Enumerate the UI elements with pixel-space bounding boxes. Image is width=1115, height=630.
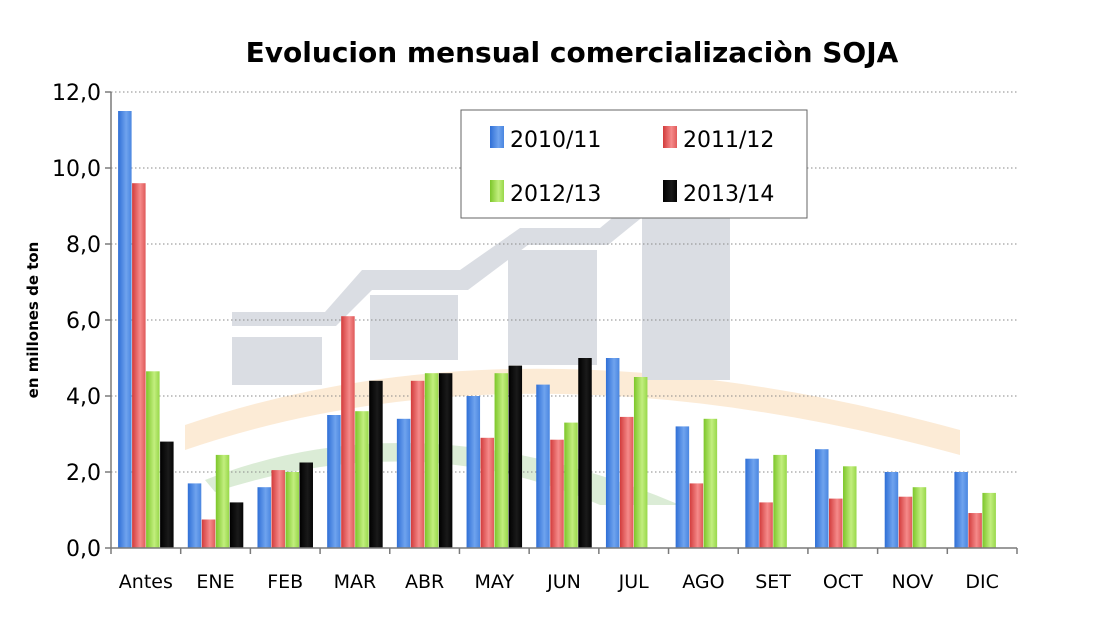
bar-2011-12-ene [201, 519, 216, 548]
bar-2010-11-may [466, 396, 481, 548]
bar-2013-14-may [508, 365, 523, 548]
y-axis-label: en millones de ton [24, 242, 42, 399]
bar-2010-11-oct [815, 449, 829, 548]
x-tick-label: AGO [682, 571, 724, 593]
y-tick-label: 12,0 [52, 81, 101, 106]
bar-2012-13-oct [843, 466, 857, 548]
bar-2010-11-dic [954, 472, 968, 548]
bar-2012-13-feb [285, 472, 299, 548]
y-tick-label: 2,0 [66, 461, 101, 486]
bar-2012-13-dic [982, 492, 996, 548]
bar-2011-12-antes [132, 183, 146, 548]
bar-2010-11-abr [396, 418, 411, 548]
bar-2012-13-jun [564, 422, 578, 548]
legend-swatch [490, 180, 504, 202]
y-tick-label: 0,0 [66, 537, 101, 562]
legend-swatch [663, 126, 677, 148]
bar-2010-11-jul [605, 358, 620, 548]
x-tick-label: ENE [196, 571, 234, 593]
x-tick-label: Antes [119, 571, 173, 593]
x-tick-label: JUL [618, 571, 650, 593]
bar-2012-13-jul [633, 377, 648, 548]
bar-2013-14-jun [578, 358, 592, 548]
bar-2010-11-ago [675, 426, 690, 548]
bar-2012-13-set [773, 454, 787, 548]
bar-2010-11-ene [187, 483, 202, 548]
legend-swatch [490, 126, 504, 148]
bar-2010-11-nov [884, 472, 899, 548]
bar-2013-14-antes [160, 441, 174, 548]
bar-2010-11-antes [118, 111, 132, 548]
legend-label: 2013/14 [683, 182, 774, 207]
x-tick-label: MAR [334, 571, 377, 593]
legend-box [460, 109, 808, 219]
y-tick-label: 8,0 [66, 233, 101, 258]
bar-2011-12-abr [410, 380, 425, 548]
x-tick-label: SET [755, 571, 791, 593]
bar-2011-12-dic [968, 513, 982, 548]
x-tick-labels: Antes ENE FEB MAR ABR MAY JUN JUL AGO SET OCT NOV DI… [119, 571, 999, 593]
chart-title: Evolucion mensual comercializaciòn SOJA [246, 36, 899, 69]
x-tick-label: MAY [475, 571, 515, 593]
bar-2010-11-jun [536, 384, 550, 548]
bar-2011-12-nov [898, 496, 913, 548]
bar-2012-13-abr [424, 373, 439, 548]
legend: 2010/11 2011/12 2012/13 2013/14 [460, 109, 808, 219]
bar-2011-12-may [480, 437, 495, 548]
bar-2013-14-feb [299, 462, 313, 548]
bar-2011-12-jun [550, 439, 564, 548]
axes [105, 91, 1018, 554]
legend-label: 2012/13 [510, 182, 601, 207]
bar-2011-12-ago [689, 483, 704, 548]
bar-2012-13-ago [703, 418, 718, 548]
legend-label: 2010/11 [510, 128, 601, 153]
bar-2010-11-set [745, 458, 759, 548]
bar-2012-13-may [494, 373, 509, 548]
x-tick-label: NOV [892, 571, 934, 593]
x-tick-label: JUN [546, 571, 581, 593]
y-tick-label: 6,0 [66, 309, 101, 334]
bar-2012-13-antes [146, 371, 160, 548]
bar-2011-12-mar [341, 316, 355, 548]
bars-group [118, 111, 996, 548]
y-tick-label: 10,0 [52, 157, 101, 182]
bar-2011-12-feb [271, 470, 285, 548]
y-tick-label: 4,0 [66, 385, 101, 410]
bar-2010-11-mar [327, 415, 341, 548]
x-tick-label: OCT [823, 571, 863, 593]
bar-2011-12-set [759, 502, 773, 548]
x-tick-label: FEB [267, 571, 303, 593]
bar-2011-12-jul [619, 416, 634, 548]
x-tick-label: DIC [965, 571, 999, 593]
bar-2011-12-oct [829, 498, 843, 548]
legend-label: 2011/12 [683, 128, 774, 153]
bar-2010-11-feb [257, 487, 271, 548]
bar-2012-13-ene [215, 454, 230, 548]
bar-2013-14-abr [438, 373, 453, 548]
legend-swatch [663, 180, 677, 202]
y-tick-labels: 0,0 2,0 4,0 6,0 8,0 10,0 12,0 [52, 81, 101, 562]
bar-2012-13-mar [355, 411, 369, 548]
bar-2012-13-nov [912, 487, 927, 548]
x-tick-label: ABR [405, 571, 444, 593]
bar-2013-14-mar [369, 380, 383, 548]
bar-2013-14-ene [229, 502, 244, 548]
